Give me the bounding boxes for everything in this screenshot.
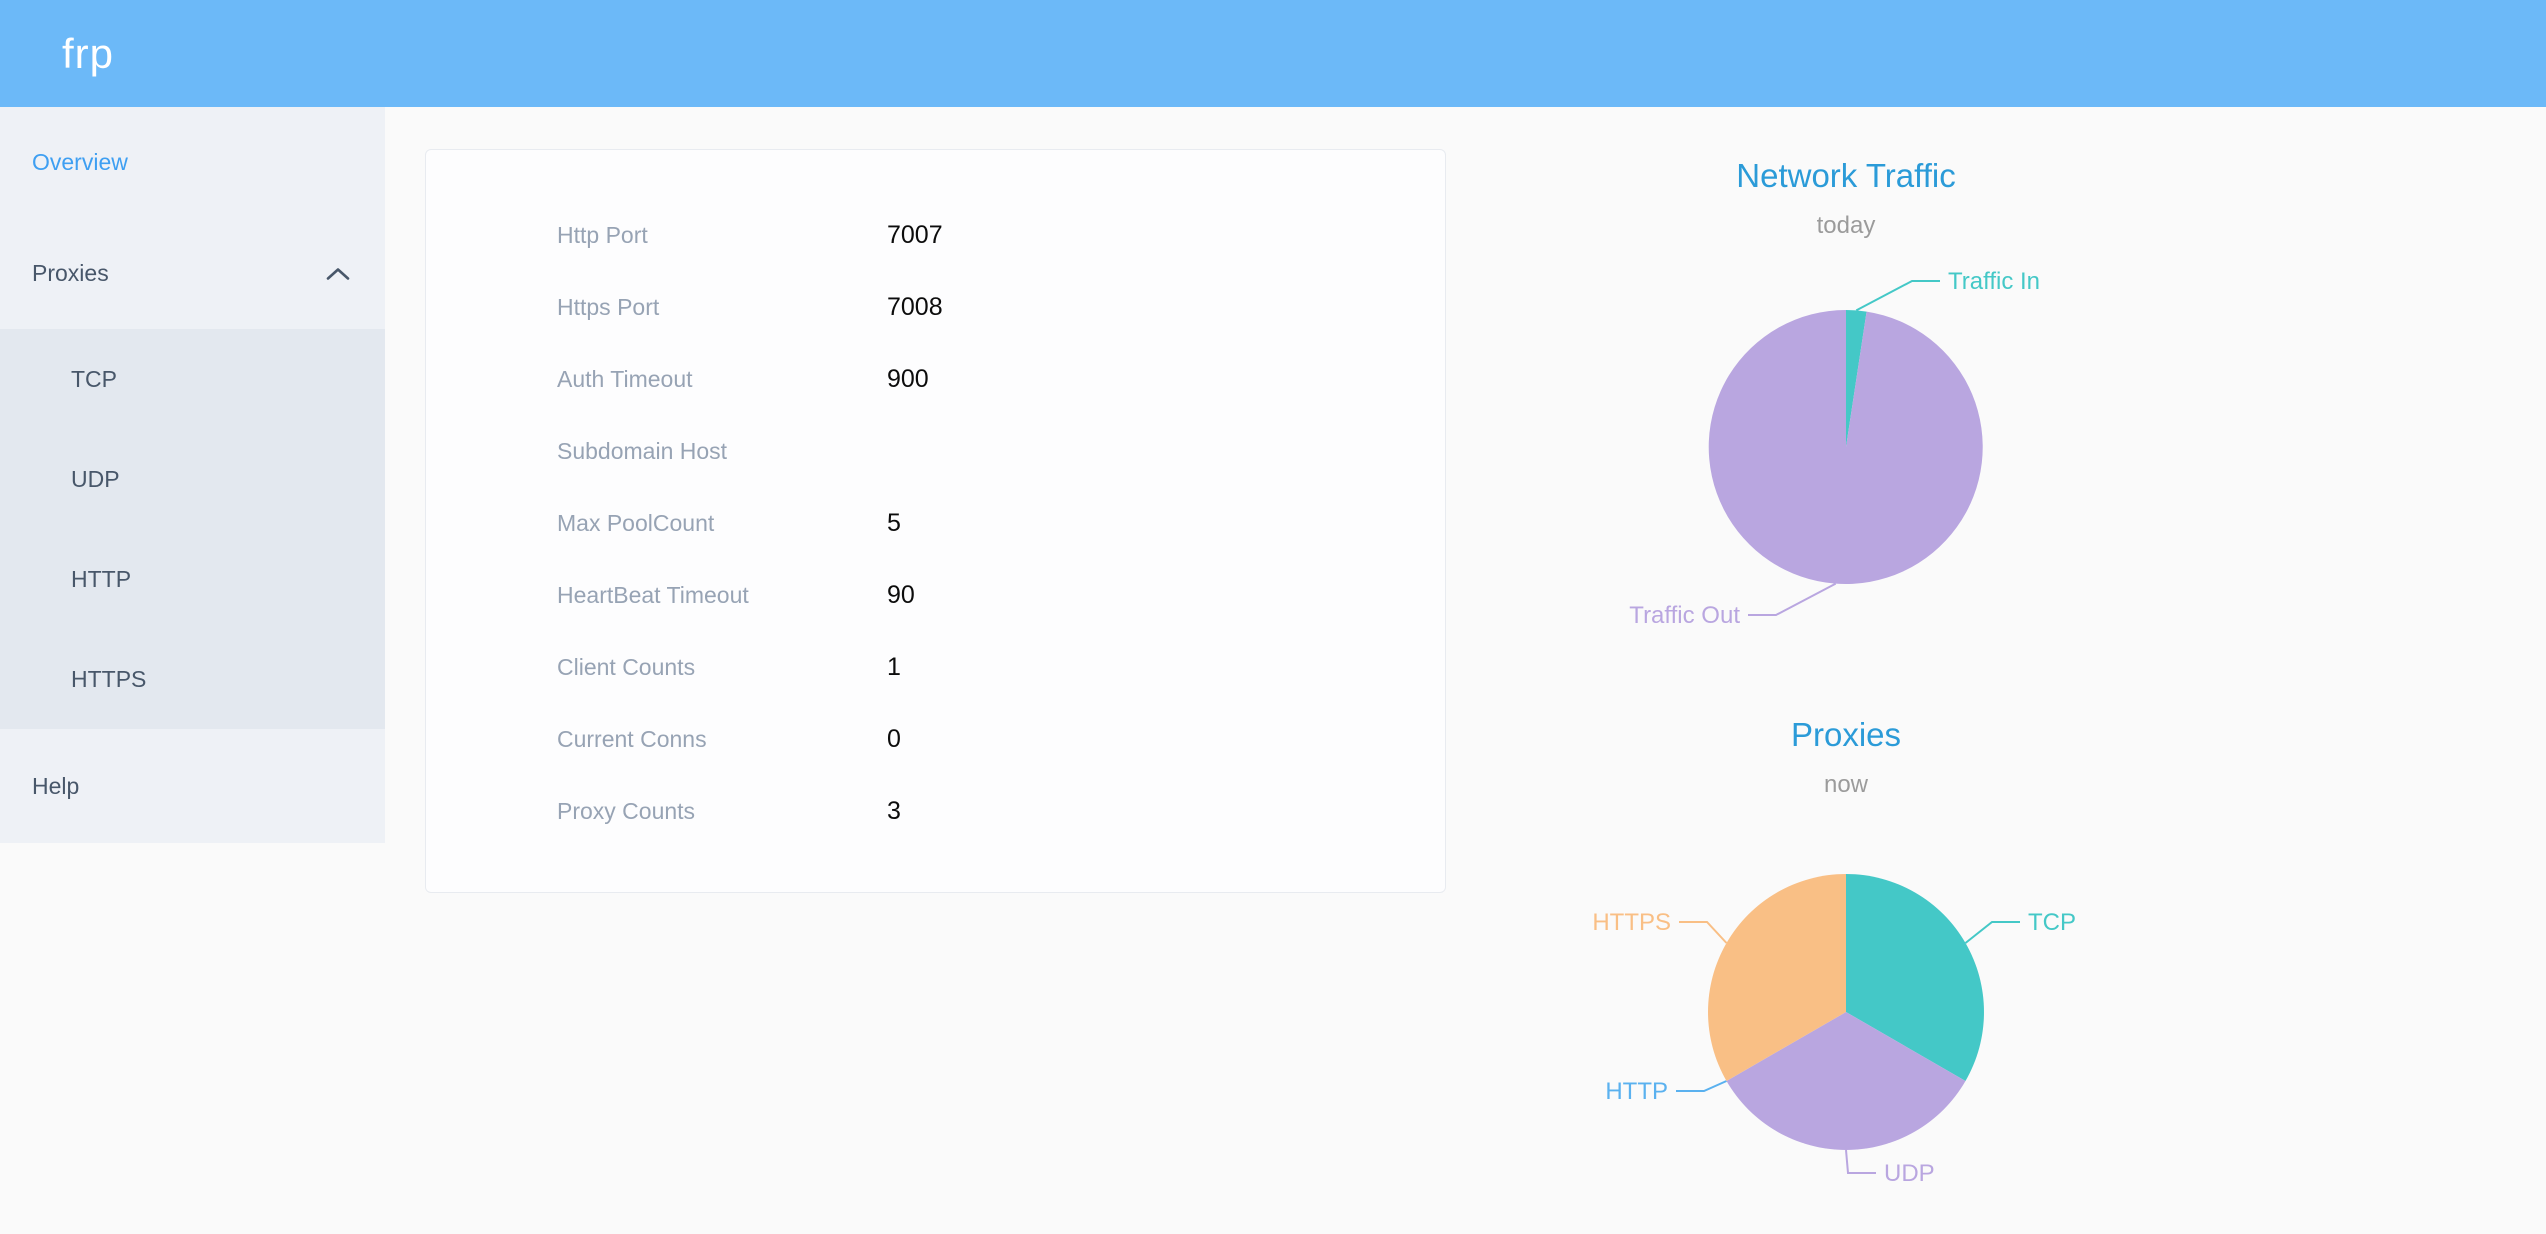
info-row-auth-timeout: Auth Timeout 900	[426, 343, 1445, 415]
info-row-https-port: Https Port 7008	[426, 271, 1445, 343]
label-line-traffic-in	[1855, 280, 1940, 312]
info-value: 7007	[887, 220, 943, 249]
info-label: Subdomain Host	[557, 437, 728, 464]
sidebar-item-tcp[interactable]: TCP	[71, 365, 117, 392]
info-label: HeartBeat Timeout	[557, 581, 749, 608]
proxies-chart-title: Proxies	[1790, 716, 1902, 753]
slice-traffic-in[interactable]	[1846, 310, 1867, 447]
sidebar-item-overview[interactable]: Overview	[0, 107, 385, 218]
sidebar-proxies-submenu: TCP UDP HTTP HTTPS	[0, 329, 385, 729]
server-info-card: Http Port 7007 Https Port 7008 Auth Timeout 9…	[425, 149, 1446, 893]
sidebar-item-help[interactable]: Help	[0, 729, 385, 843]
info-label: Client Counts	[557, 653, 696, 680]
label-line-https	[1679, 921, 1728, 944]
slice-label-udp: UDP	[1884, 1160, 1935, 1187]
info-value: 7008	[887, 292, 943, 321]
sidebar-item-udp[interactable]: UDP	[71, 465, 120, 492]
slice-https[interactable]	[1708, 874, 1846, 1081]
info-value: 90	[887, 580, 915, 609]
sidebar-item-overview-label: Overview	[32, 149, 128, 175]
slice-label-traffic-out: Traffic Out	[1629, 602, 1740, 629]
info-row-current-conns: Current Conns 0	[426, 703, 1445, 775]
info-value: 1	[887, 652, 901, 681]
info-row-client-counts: Client Counts 1	[426, 631, 1445, 703]
label-line-tcp	[1964, 921, 2020, 944]
slice-label-http: HTTP	[1605, 1078, 1668, 1105]
proxies-chart-subtitle: now	[1823, 771, 1869, 798]
info-label: Https Port	[557, 293, 660, 320]
info-label: Auth Timeout	[557, 365, 693, 392]
info-value: 900	[887, 364, 929, 393]
info-row-heartbeat-timeout: HeartBeat Timeout 90	[426, 559, 1445, 631]
sidebar-item-help-label: Help	[32, 772, 80, 799]
slice-udp[interactable]	[1726, 1012, 1966, 1150]
network-traffic-pie: Traffic In Traffic Out	[1629, 268, 2040, 629]
info-label: Current Conns	[557, 725, 707, 752]
info-label: Proxy Counts	[557, 797, 696, 824]
app-header: frp	[0, 0, 2546, 107]
slice-label-tcp: TCP	[2028, 909, 2076, 936]
info-value: 0	[887, 724, 901, 753]
sidebar-item-https[interactable]: HTTPS	[71, 665, 147, 692]
label-line-udp	[1845, 1149, 1876, 1174]
label-line-http	[1676, 1080, 1727, 1092]
label-line-traffic-out	[1748, 582, 1837, 616]
info-label: Max PoolCount	[557, 509, 715, 536]
sidebar-item-proxies[interactable]: Proxies	[0, 218, 385, 329]
sidebar-item-proxies-label: Proxies	[32, 260, 109, 286]
slice-traffic-out[interactable]	[1708, 309, 1983, 584]
info-value: 3	[887, 796, 901, 825]
slice-label-https: HTTPS	[1592, 909, 1671, 936]
info-label: Http Port	[557, 221, 648, 248]
info-row-subdomain-host: Subdomain Host	[426, 415, 1445, 487]
info-row-http-port: Http Port 7007	[426, 199, 1445, 271]
slice-tcp[interactable]	[1846, 874, 1984, 1081]
info-row-proxy-counts: Proxy Counts 3	[426, 775, 1445, 847]
network-traffic-chart-title: Network Traffic	[1736, 157, 1956, 194]
info-row-max-poolcount: Max PoolCount 5	[426, 487, 1445, 559]
proxies-pie: TCP UDP HTTP HTTPS	[1592, 874, 2076, 1187]
network-traffic-chart-subtitle: today	[1816, 212, 1876, 239]
chevron-up-icon	[326, 260, 350, 287]
slice-label-traffic-in: Traffic In	[1948, 268, 2040, 295]
sidebar: Overview Proxies TCP UDP HTTP HTTPS Help	[0, 107, 385, 843]
sidebar-item-http[interactable]: HTTP	[71, 565, 132, 592]
info-value: 5	[887, 508, 901, 537]
frp-logo: frp	[62, 29, 115, 77]
